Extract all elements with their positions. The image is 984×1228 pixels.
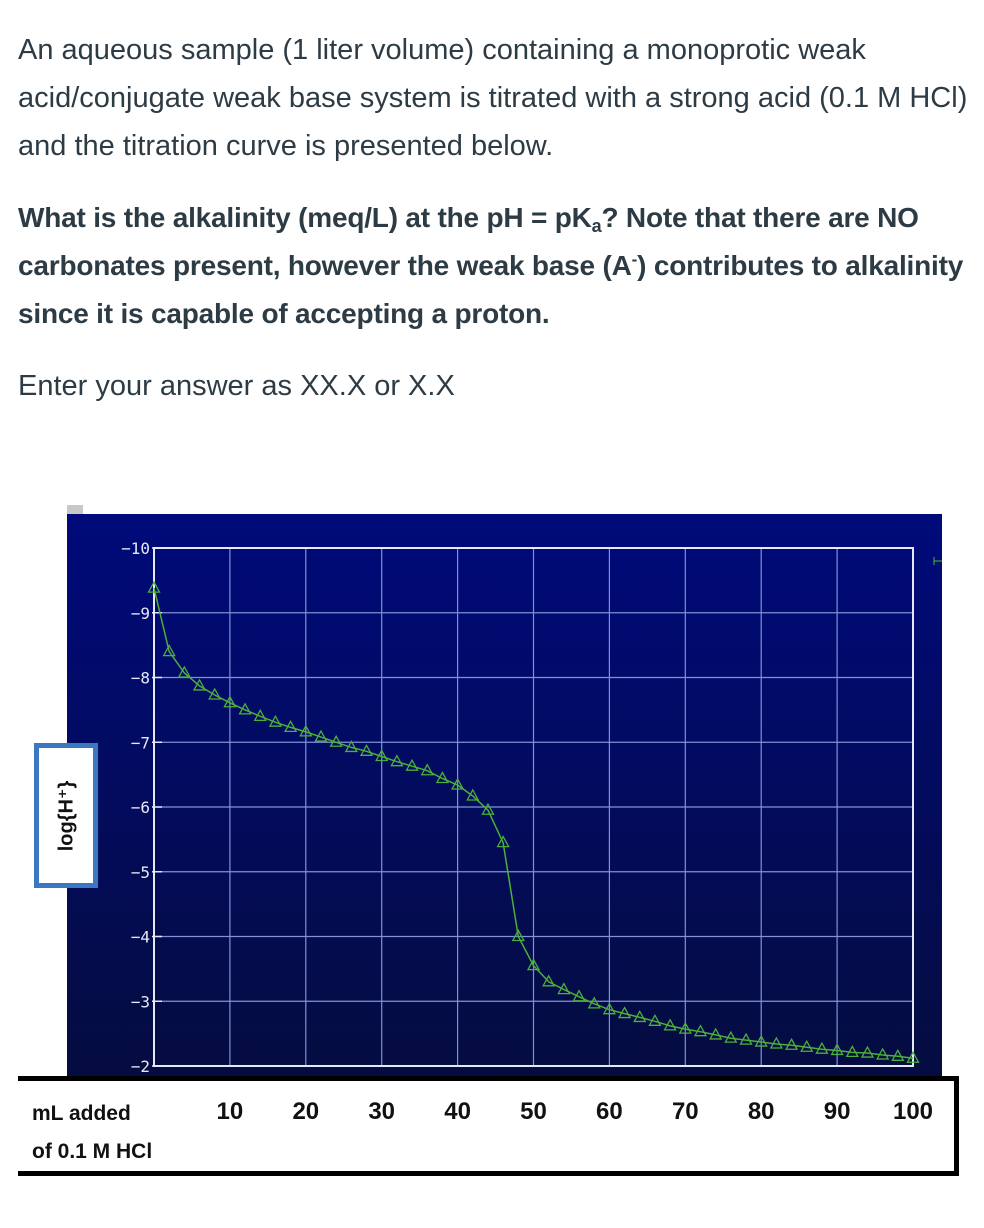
triangle-marker-icon <box>268 714 283 727</box>
x-axis-label: mL added of 0.1 M HCl <box>32 1095 152 1171</box>
triangle-marker-icon <box>208 687 222 700</box>
triangle-marker-icon <box>724 1030 738 1043</box>
triangle-marker-icon <box>284 720 298 733</box>
x-tick-label: 100 <box>892 1098 934 1125</box>
triangle-marker-icon <box>420 763 434 776</box>
triangle-marker-icon <box>162 644 176 657</box>
x-tick-label: 90 <box>823 1098 851 1125</box>
x-tick-label: 20 <box>292 1098 320 1125</box>
triangle-marker-icon <box>587 996 601 1009</box>
triangle-marker-icon <box>815 1041 829 1054</box>
x-tick-label: 40 <box>444 1098 471 1125</box>
triangle-marker-icon <box>299 724 313 737</box>
triangle-marker-icon <box>147 580 161 593</box>
answer-instruction: Enter your answer as XX.X or X.X <box>18 370 455 402</box>
y-axis-label-box: log{H⁺} <box>34 743 98 888</box>
triangle-marker-icon <box>314 729 328 742</box>
triangle-marker-icon <box>693 1024 708 1037</box>
triangle-marker-icon <box>739 1032 753 1045</box>
triangle-marker-icon <box>435 771 450 784</box>
triangle-marker-icon <box>481 802 495 815</box>
y-axis-label: log{H⁺} <box>55 780 78 851</box>
triangle-marker-icon <box>542 974 556 987</box>
x-axis-label-line1: mL added <box>32 1102 131 1125</box>
triangle-marker-icon <box>800 1039 814 1052</box>
triangle-marker-icon <box>329 734 343 747</box>
corner-marker <box>67 505 83 515</box>
titration-chart: −10 −9 −8 −7 −6 −5 −4 −3 −2 <box>67 505 942 1079</box>
prompt-text-2: ? Note that there are NO carbonates pres… <box>18 202 919 281</box>
y-tick-label: −5 <box>131 863 150 882</box>
triangle-marker-icon <box>451 777 465 790</box>
triangle-marker-icon <box>784 1037 799 1050</box>
x-axis-label-line2: of 0.1 M HCl <box>32 1140 153 1163</box>
triangle-marker-icon <box>891 1048 905 1061</box>
chart-panel <box>67 514 942 1079</box>
y-tick-label: −2 <box>131 1057 150 1076</box>
prompt-text-1: What is the alkalinity (meq/L) at the pH… <box>18 202 592 233</box>
question-prompt: What is the alkalinity (meq/L) at the pH… <box>18 194 978 338</box>
titration-curve-line <box>153 587 914 1059</box>
triangle-marker-icon <box>663 1018 677 1031</box>
triangle-marker-icon <box>906 1050 920 1063</box>
triangle-marker-icon <box>769 1036 783 1049</box>
y-tick-label: −6 <box>131 798 150 817</box>
triangle-marker-icon <box>344 740 358 753</box>
triangle-marker-icon <box>511 929 525 942</box>
question-intro: An aqueous sample (1 liter volume) conta… <box>18 34 968 162</box>
triangle-marker-icon <box>678 1021 692 1034</box>
y-tick-label: −3 <box>131 992 150 1011</box>
data-point-markers <box>147 580 920 1063</box>
x-tick-label: 70 <box>671 1098 699 1125</box>
y-axis-ticks: −10 −9 −8 −7 −6 −5 −4 −3 −2 <box>121 539 162 1076</box>
triangle-marker-icon <box>845 1045 859 1058</box>
triangle-marker-icon <box>648 1013 662 1026</box>
y-tick-label: −8 <box>131 669 150 688</box>
triangle-marker-icon <box>557 982 571 995</box>
legend-marker-icon <box>933 557 942 565</box>
x-tick-label: 80 <box>747 1098 775 1125</box>
triangle-marker-icon <box>526 958 541 971</box>
y-tick-label: −7 <box>131 733 150 752</box>
triangle-marker-icon <box>359 743 374 756</box>
triangle-marker-icon <box>238 702 252 715</box>
triangle-marker-icon <box>405 758 419 771</box>
x-tick-label: 30 <box>368 1098 396 1125</box>
triangle-marker-icon <box>572 989 586 1002</box>
triangle-marker-icon <box>223 695 237 708</box>
triangle-marker-icon <box>602 1002 616 1015</box>
gridlines <box>154 548 914 1066</box>
y-tick-label: −10 <box>121 539 150 558</box>
triangle-marker-icon <box>754 1034 768 1047</box>
triangle-marker-icon <box>496 835 510 848</box>
triangle-marker-icon <box>192 678 207 691</box>
triangle-marker-icon <box>466 788 480 801</box>
pka-subscript: a <box>591 216 602 236</box>
x-tick-label: 10 <box>216 1098 244 1125</box>
x-tick-label: 60 <box>596 1098 623 1125</box>
y-tick-label: −9 <box>131 604 150 623</box>
triangle-marker-icon <box>876 1047 890 1060</box>
x-axis-label-box: mL added of 0.1 M HCl 10 20 30 40 50 60 70 80 90… <box>18 1076 959 1176</box>
prompt-text-3: ) contributes to alkalinity since it is … <box>18 250 964 329</box>
x-tick-label: 50 <box>520 1098 547 1125</box>
triangle-marker-icon <box>375 749 389 762</box>
triangle-marker-icon <box>709 1027 723 1040</box>
triangle-marker-icon <box>633 1010 647 1023</box>
triangle-marker-icon <box>617 1006 632 1019</box>
triangle-marker-icon <box>390 754 404 767</box>
charge-superscript: - <box>631 250 638 269</box>
triangle-marker-icon <box>253 709 267 721</box>
triangle-marker-icon <box>860 1045 875 1058</box>
triangle-marker-icon <box>177 665 191 678</box>
triangle-marker-icon <box>830 1043 844 1056</box>
y-tick-label: −4 <box>131 928 150 947</box>
